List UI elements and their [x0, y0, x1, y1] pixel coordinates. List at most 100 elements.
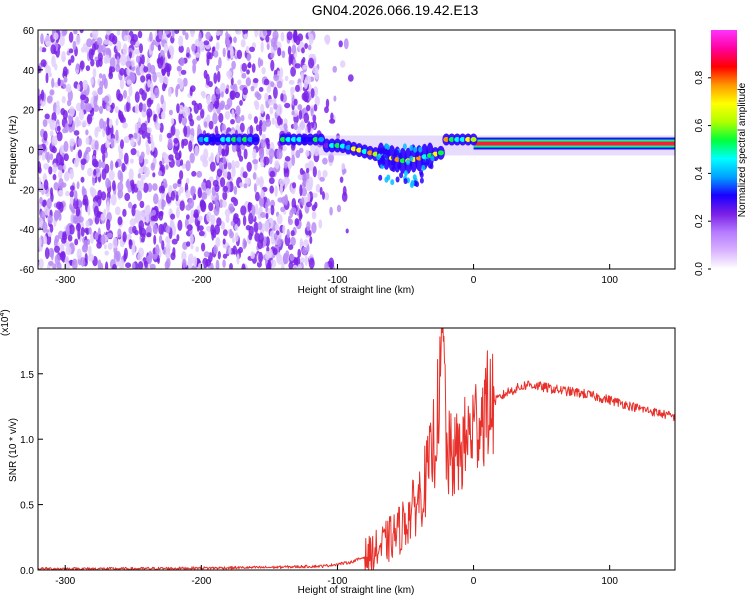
noise-speck [197, 124, 201, 136]
noise-speck [136, 180, 141, 189]
noise-speck [123, 252, 127, 262]
noise-speck [76, 120, 82, 127]
signal-tail-blob [399, 172, 404, 179]
noise-speck [292, 264, 298, 269]
noise-speck [39, 196, 43, 205]
noise-speck [137, 117, 142, 129]
noise-speck [197, 215, 203, 221]
noise-speck [165, 242, 171, 253]
noise-speck [284, 156, 291, 162]
noise-speck [272, 30, 279, 41]
noise-speck [54, 245, 60, 253]
noise-speck [123, 152, 129, 165]
noise-speck [246, 161, 252, 172]
noise-speck [100, 262, 104, 269]
noise-speck [112, 237, 118, 249]
noise-speck [80, 158, 87, 165]
noise-speck [69, 190, 74, 198]
noise-speck [288, 79, 295, 85]
noise-speck [94, 140, 99, 150]
noise-speck [169, 47, 175, 56]
noise-speck [119, 259, 125, 269]
noise-speck [57, 165, 64, 171]
noise-speck [223, 185, 228, 193]
noise-speck [205, 73, 210, 86]
noise-speck [57, 77, 61, 87]
noise-speck [201, 242, 206, 252]
snr-frame [37, 327, 676, 571]
signal-tail-blob [421, 164, 426, 171]
noise-speck [42, 199, 47, 208]
noise-speck [188, 140, 193, 152]
noise-speck [68, 48, 74, 54]
noise-speck [215, 30, 221, 36]
noise-speck [299, 184, 303, 197]
noise-speck [282, 253, 289, 265]
noise-speck [314, 67, 319, 75]
noise-speck [146, 232, 152, 238]
noise-speck [124, 192, 131, 202]
noise-speck [139, 179, 145, 191]
noise-speck [59, 34, 65, 47]
noise-speck [134, 229, 139, 236]
noise-speck [265, 250, 271, 261]
noise-speck [60, 156, 64, 166]
noise-speck [126, 101, 130, 112]
y-tick-label: 0.5 [20, 501, 34, 512]
noise-speck [269, 106, 274, 115]
noise-speck [240, 39, 246, 48]
noise-speck [239, 182, 244, 188]
noise-speck [135, 55, 141, 64]
noise-speck [257, 221, 263, 231]
signal-tail-blob [395, 149, 400, 156]
noise-speck [332, 65, 338, 73]
noise-speck [324, 192, 330, 201]
noise-speck [157, 44, 161, 51]
noise-speck [87, 104, 92, 111]
signal-tail-blob [398, 152, 403, 159]
noise-speck [191, 43, 197, 52]
noise-speck [87, 253, 95, 262]
colorbar: 0.0 0.2 0.4 0.6 0.8 Normalized spectral ampl… [694, 30, 748, 276]
noise-speck [165, 66, 171, 72]
noise-speck [161, 83, 166, 92]
noise-speck [118, 110, 124, 121]
noise-speck [86, 153, 90, 161]
noise-speck [222, 190, 228, 201]
noise-speck [214, 184, 220, 193]
noise-speck [103, 121, 107, 131]
noise-speck [61, 233, 68, 241]
noise-speck [185, 32, 189, 40]
noise-speck [220, 82, 226, 94]
noise-speck [116, 30, 121, 36]
noise-speck [247, 113, 253, 120]
noise-speck [273, 86, 278, 99]
noise-speck [178, 35, 184, 47]
noise-speck [51, 55, 56, 68]
noise-speck [270, 204, 275, 216]
signal-tail-blob [384, 153, 389, 160]
noise-speck [159, 122, 164, 133]
noise-speck [263, 156, 270, 166]
noise-speck [277, 70, 281, 76]
noise-speck [277, 115, 282, 126]
noise-speck [94, 215, 100, 225]
noise-speck [308, 33, 314, 45]
noise-speck [58, 190, 63, 196]
noise-speck [187, 257, 193, 269]
noise-speck [294, 63, 301, 69]
noise-speck [138, 220, 144, 231]
noise-speck [87, 205, 91, 216]
noise-speck [170, 190, 176, 201]
noise-speck [274, 185, 278, 198]
noise-speck [214, 224, 220, 235]
noise-speck [280, 31, 285, 42]
noise-speck [230, 119, 235, 125]
noise-speck [198, 230, 205, 237]
noise-speck [92, 90, 98, 97]
noise-speck [176, 66, 181, 72]
noise-speck [177, 178, 182, 185]
noise-speck [289, 254, 295, 261]
noise-speck [284, 102, 291, 109]
